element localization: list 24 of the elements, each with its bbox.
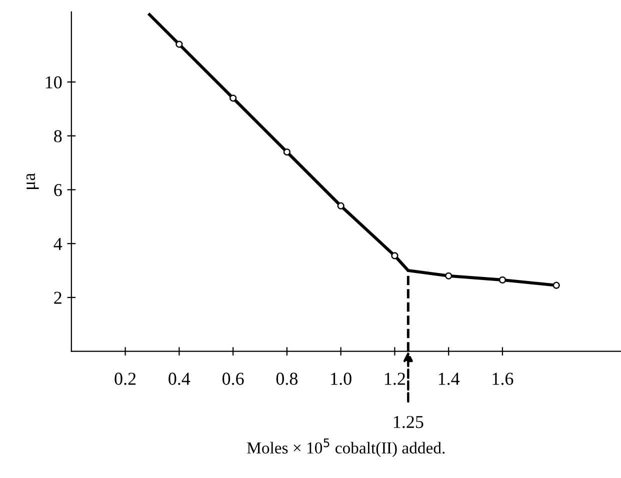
x-tick-label: 1.2 [385,372,405,385]
y-tick-label: 10 [46,76,62,88]
point [176,40,183,48]
x-tick-label: 1.6 [492,372,514,385]
point [498,276,506,284]
x-tick-label: 0.8 [276,372,298,385]
point [229,94,237,102]
point [552,282,560,289]
y-tick-label: 4 [54,238,62,250]
point [283,148,291,156]
x-tick-label: 0.6 [222,372,244,385]
x-tick-label: 0.4 [168,372,190,385]
y-tick-label: 8 [54,130,62,142]
x-tick-label: 1.0 [331,372,352,385]
point [391,252,398,260]
annotation: 1.25 [394,416,424,428]
y-tick-label: 2 [54,292,62,304]
y-tick-label: 6 [54,184,62,196]
x-tick-label: 0.2 [114,372,136,385]
x-tick-label: 1.4 [438,372,460,385]
y-axis-title: μa [26,173,39,190]
point [445,272,452,280]
point [337,202,344,210]
x-axis-title: Moles × 10$^{5}$ cobalt(II) added. [247,438,445,457]
